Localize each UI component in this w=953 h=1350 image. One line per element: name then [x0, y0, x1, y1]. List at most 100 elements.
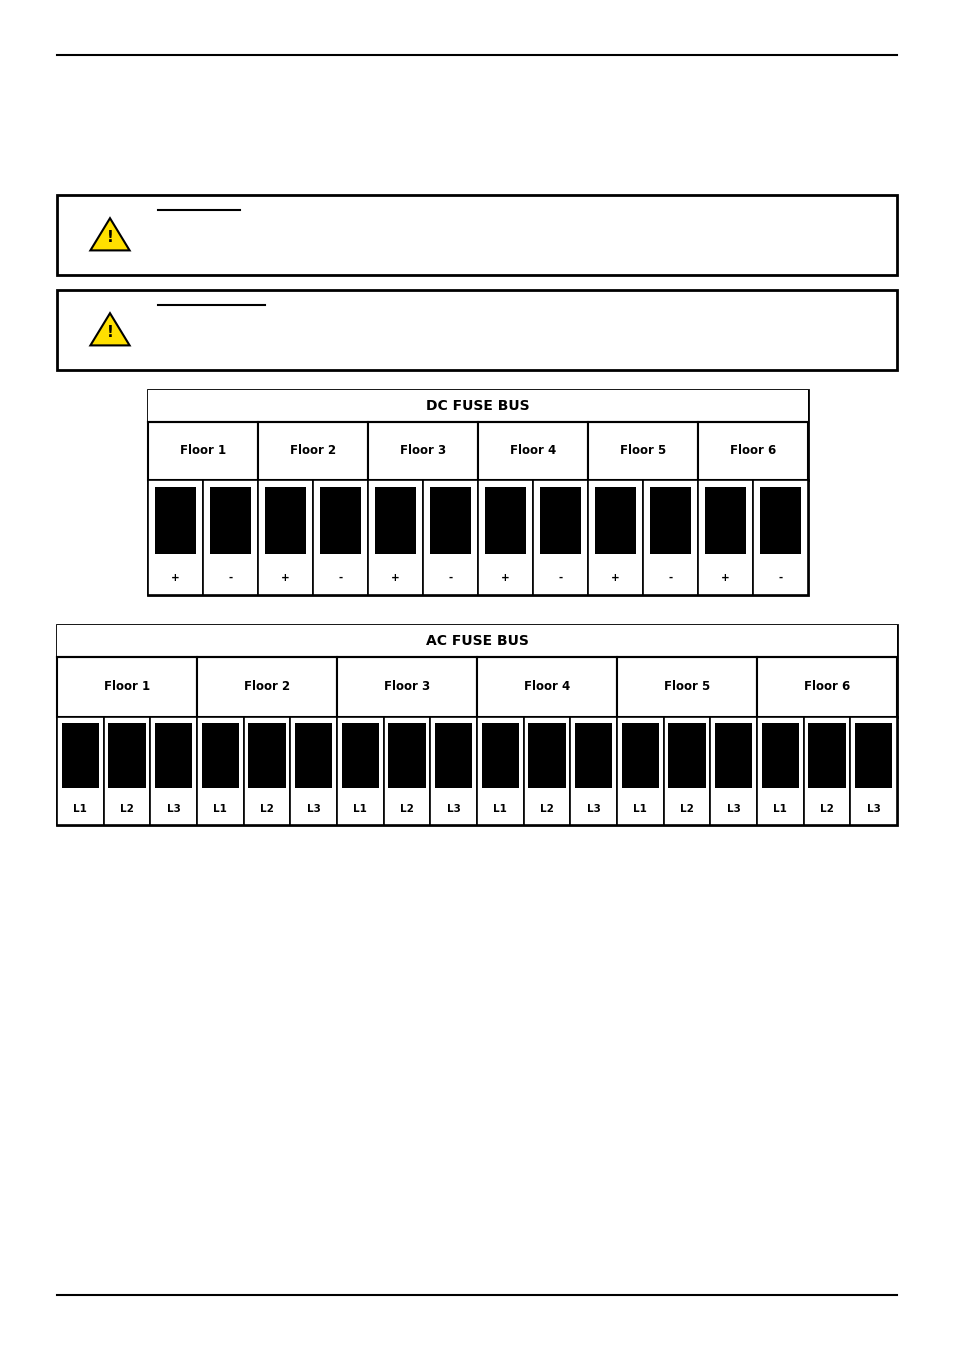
Text: Floor 1: Floor 1	[180, 444, 226, 458]
Bar	[539, 487, 580, 554]
Bar	[257, 423, 368, 481]
Bar	[148, 423, 257, 481]
Bar	[649, 487, 691, 554]
Bar	[698, 481, 752, 595]
Polygon shape	[91, 219, 130, 250]
Text: Floor 1: Floor 1	[104, 680, 150, 694]
Bar	[57, 717, 104, 825]
Bar	[257, 481, 313, 595]
Text: L1: L1	[213, 803, 227, 814]
Bar	[430, 717, 476, 825]
Bar	[57, 625, 896, 657]
Text: L2: L2	[120, 803, 133, 814]
Text: L3: L3	[307, 803, 320, 814]
Text: L3: L3	[586, 803, 600, 814]
Bar	[57, 717, 896, 825]
Text: Floor 6: Floor 6	[803, 680, 849, 694]
Bar	[854, 724, 891, 788]
Text: -: -	[228, 572, 233, 583]
Bar	[148, 481, 807, 595]
Text: L2: L2	[399, 803, 414, 814]
Bar	[248, 724, 285, 788]
Bar	[336, 717, 383, 825]
Bar	[759, 487, 801, 554]
Bar	[802, 717, 849, 825]
Bar	[617, 717, 663, 825]
Text: L1: L1	[773, 803, 786, 814]
Text: +: +	[391, 572, 399, 583]
Text: L1: L1	[353, 803, 367, 814]
Bar	[710, 717, 757, 825]
Text: L3: L3	[167, 803, 180, 814]
Text: L1: L1	[633, 803, 646, 814]
Text: L2: L2	[679, 803, 693, 814]
Text: -: -	[448, 572, 452, 583]
Bar	[523, 717, 570, 825]
Bar	[477, 481, 533, 595]
Text: Floor 3: Floor 3	[399, 444, 446, 458]
Bar	[154, 487, 196, 554]
Bar	[57, 194, 896, 275]
Bar	[570, 717, 617, 825]
Bar	[151, 717, 196, 825]
Bar	[668, 724, 705, 788]
Bar	[388, 724, 425, 788]
Text: L1: L1	[73, 803, 87, 814]
Text: Floor 3: Floor 3	[383, 680, 430, 694]
Bar	[57, 657, 196, 717]
Bar	[104, 717, 151, 825]
Bar	[752, 481, 807, 595]
Bar	[621, 724, 659, 788]
Bar	[336, 657, 476, 717]
Text: Floor 6: Floor 6	[729, 444, 776, 458]
Bar	[203, 481, 257, 595]
Bar	[642, 481, 698, 595]
Bar	[617, 657, 757, 717]
Bar	[368, 481, 422, 595]
Bar	[435, 724, 472, 788]
Bar	[375, 487, 416, 554]
Bar	[533, 481, 587, 595]
Bar	[422, 481, 477, 595]
Bar	[575, 724, 612, 788]
Bar	[760, 724, 799, 788]
Bar	[481, 724, 518, 788]
Polygon shape	[91, 313, 130, 346]
Bar	[368, 423, 477, 481]
Bar	[714, 724, 752, 788]
Bar	[196, 657, 336, 717]
Text: L3: L3	[726, 803, 740, 814]
Text: -: -	[778, 572, 781, 583]
Bar	[757, 717, 802, 825]
Text: -: -	[558, 572, 562, 583]
Text: DC FUSE BUS: DC FUSE BUS	[426, 400, 529, 413]
Bar	[587, 423, 698, 481]
Bar	[484, 487, 526, 554]
Bar	[476, 657, 617, 717]
Bar	[429, 487, 471, 554]
Bar	[62, 724, 99, 788]
Text: L1: L1	[493, 803, 507, 814]
Bar	[698, 423, 807, 481]
Bar	[210, 487, 252, 554]
Bar	[594, 487, 636, 554]
Bar	[148, 390, 807, 423]
Text: L3: L3	[866, 803, 880, 814]
Bar	[704, 487, 745, 554]
Bar	[109, 724, 146, 788]
Bar	[294, 724, 332, 788]
Bar	[243, 717, 290, 825]
Bar	[196, 717, 243, 825]
Text: !: !	[107, 325, 113, 340]
Bar	[663, 717, 710, 825]
Bar	[528, 724, 565, 788]
Text: L3: L3	[446, 803, 460, 814]
Bar	[757, 657, 896, 717]
Bar	[341, 724, 378, 788]
Bar	[319, 487, 361, 554]
Bar	[807, 724, 844, 788]
Text: L2: L2	[539, 803, 554, 814]
Text: Floor 4: Floor 4	[523, 680, 570, 694]
Bar	[57, 625, 896, 825]
Bar	[201, 724, 239, 788]
